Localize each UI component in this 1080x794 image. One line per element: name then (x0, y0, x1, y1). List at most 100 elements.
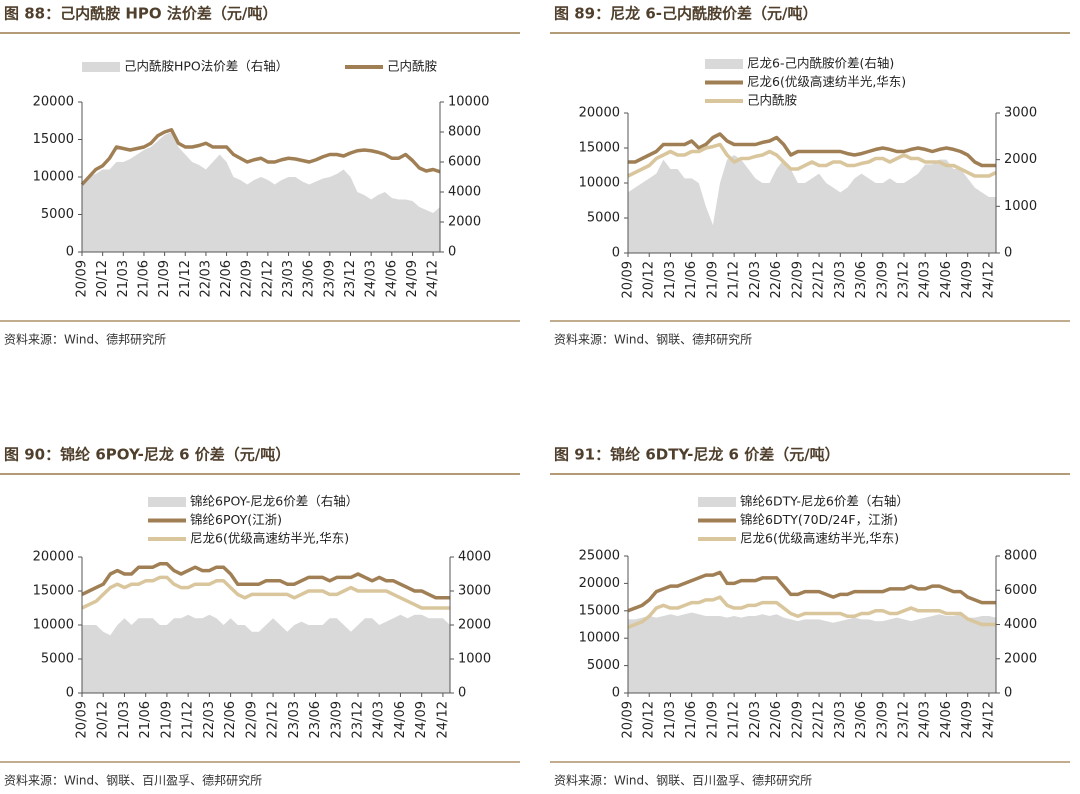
y-tick-label: 5000 (41, 207, 74, 222)
y2-tick-label: 2000 (458, 618, 491, 633)
x-tick-label: 22/06 (769, 261, 784, 298)
x-tick-label: 21/06 (684, 261, 699, 298)
x-tick-label: 24/06 (939, 701, 954, 738)
y-tick-label: 10000 (33, 618, 74, 633)
x-tick-label: 24/12 (981, 261, 996, 298)
x-tick-label: 21/03 (663, 701, 678, 738)
x-tick-label: 20/09 (75, 260, 90, 297)
x-tick-label: 23/03 (281, 260, 296, 297)
x-tick-label: 24/03 (372, 701, 387, 738)
x-tick-label: 24/06 (393, 701, 408, 738)
y-tick-label: 20000 (33, 550, 74, 565)
x-tick-label: 21/03 (116, 260, 131, 297)
x-tick-label: 21/09 (705, 701, 720, 738)
x-tick-label: 23/09 (875, 261, 890, 298)
y-tick-label: 15000 (33, 132, 74, 147)
x-tick-label: 24/12 (435, 701, 450, 738)
line-series (627, 570, 996, 613)
x-tick-label: 21/12 (727, 701, 742, 738)
y-tick-label: 0 (612, 246, 620, 261)
legend-label: 尼龙6(优级高速纺半光,华东) (740, 531, 899, 546)
x-tick-label: 21/09 (157, 260, 172, 297)
y-tick-label: 20000 (33, 95, 74, 110)
x-tick-label: 21/12 (727, 261, 742, 298)
y2-tick-label: 6000 (1004, 583, 1037, 598)
x-tick-label: 23/09 (322, 260, 337, 297)
x-tick-label: 23/12 (343, 260, 358, 297)
legend-label: 锦纶6DTY-尼龙6价差（右轴） (740, 494, 909, 509)
y-tick-label: 15000 (579, 141, 620, 156)
x-tick-label: 22/12 (812, 701, 827, 738)
x-tick-label: 23/12 (897, 701, 912, 738)
x-tick-label: 22/03 (198, 260, 213, 297)
x-tick-label: 24/09 (414, 701, 429, 738)
line-series (627, 142, 997, 178)
x-tick-label: 21/06 (136, 260, 151, 297)
x-tick-label: 23/03 (833, 261, 848, 298)
y-tick-label: 20000 (579, 576, 620, 591)
panel-title: 图 91：锦纶 6DTY-尼龙 6 价差（元/吨） (554, 446, 840, 464)
y-tick-label: 10000 (579, 176, 620, 191)
area-series (628, 155, 996, 253)
x-tick-label: 23/03 (287, 701, 302, 738)
x-tick-label: 22/09 (790, 261, 805, 298)
x-tick-label: 23/06 (302, 260, 317, 297)
source-note: 资料来源：Wind、钢联、德邦研究所 (554, 332, 752, 347)
x-tick-label: 24/03 (918, 261, 933, 298)
x-tick-label: 23/12 (351, 701, 366, 738)
y-tick-label: 10000 (579, 631, 620, 646)
x-tick-label: 21/12 (178, 260, 193, 297)
y2-tick-label: 4000 (1004, 617, 1037, 632)
x-tick-label: 23/03 (833, 701, 848, 738)
x-tick-label: 23/12 (897, 261, 912, 298)
x-tick-label: 24/09 (960, 261, 975, 298)
y2-tick-label: 10000 (448, 95, 489, 110)
y2-tick-label: 3000 (1004, 106, 1037, 121)
y2-tick-label: 4000 (448, 185, 481, 200)
area-series (82, 614, 450, 693)
x-tick-label: 22/06 (769, 701, 784, 738)
x-tick-label: 22/06 (219, 260, 234, 297)
x-tick-label: 24/03 (918, 701, 933, 738)
line-series (81, 575, 450, 610)
y-tick-label: 10000 (33, 170, 74, 185)
legend-swatch (705, 59, 743, 69)
y-tick-label: 0 (612, 686, 620, 701)
x-tick-label: 24/09 (960, 701, 975, 738)
line-series (628, 132, 996, 168)
x-tick-label: 21/09 (705, 261, 720, 298)
panel-title: 图 89：尼龙 6-己内酰胺价差（元/吨） (554, 5, 817, 23)
y-tick-label: 0 (66, 686, 74, 701)
y2-tick-label: 0 (458, 686, 466, 701)
panel-title: 图 90：锦纶 6POY-尼龙 6 价差（元/吨） (4, 446, 290, 464)
y2-tick-label: 0 (1004, 686, 1012, 701)
panel-title: 图 88：己内酰胺 HPO 法价差（元/吨） (4, 5, 277, 23)
y2-tick-label: 0 (448, 245, 456, 260)
x-tick-label: 23/06 (854, 261, 869, 298)
x-tick-label: 23/06 (308, 701, 323, 738)
line-series (627, 595, 996, 629)
source-note: 资料来源：Wind、德邦研究所 (4, 332, 166, 347)
y2-tick-label: 1000 (1004, 199, 1037, 214)
x-tick-label: 21/09 (159, 701, 174, 738)
y-tick-label: 15000 (33, 584, 74, 599)
x-tick-label: 20/12 (642, 261, 657, 298)
x-tick-label: 24/03 (364, 260, 379, 297)
x-tick-label: 22/06 (223, 701, 238, 738)
x-tick-label: 24/06 (939, 261, 954, 298)
x-tick-label: 24/12 (426, 260, 441, 297)
x-tick-label: 22/03 (748, 701, 763, 738)
x-tick-label: 22/03 (748, 261, 763, 298)
legend-label: 锦纶6POY(江浙) (190, 512, 282, 527)
y2-tick-label: 8000 (448, 125, 481, 140)
source-note: 资料来源：Wind、钢联、百川盈孚、德邦研究所 (4, 773, 262, 788)
legend-label: 尼龙6(优级高速纺半光,华东) (747, 74, 906, 89)
x-tick-label: 24/06 (384, 260, 399, 297)
x-tick-label: 20/12 (96, 701, 111, 738)
x-tick-label: 20/12 (642, 701, 657, 738)
y2-tick-label: 6000 (448, 155, 481, 170)
y-tick-label: 5000 (41, 652, 74, 667)
legend-swatch (82, 62, 120, 72)
y-tick-label: 5000 (587, 211, 620, 226)
